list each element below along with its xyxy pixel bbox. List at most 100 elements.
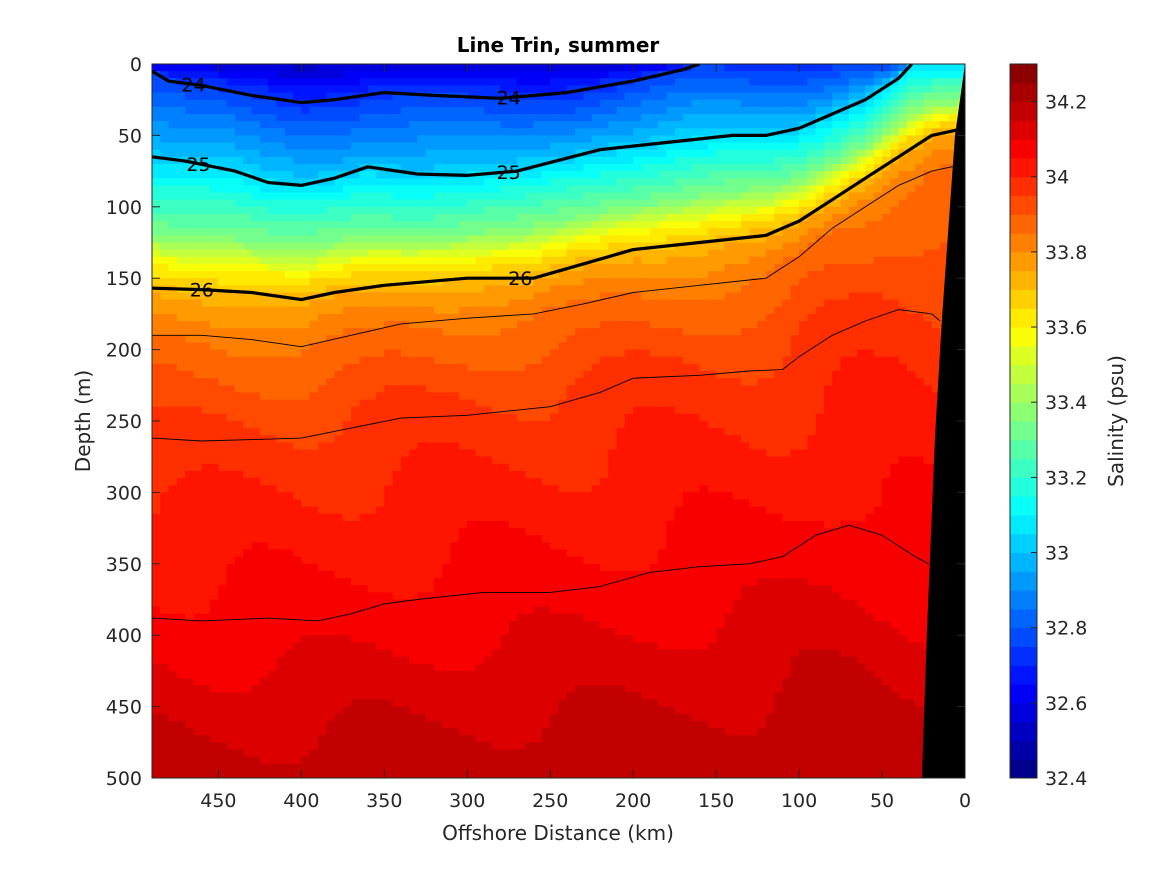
salinity-cell (409, 163, 419, 172)
salinity-cell (442, 313, 452, 322)
salinity-cell (317, 278, 327, 286)
salinity-cell (359, 663, 369, 672)
salinity-cell (334, 278, 344, 286)
salinity-cell (517, 149, 526, 158)
salinity-cell (351, 663, 360, 672)
salinity-cell (558, 463, 568, 472)
salinity-cell (284, 342, 294, 351)
salinity-cell (533, 563, 543, 572)
salinity-cell (301, 763, 311, 772)
salinity-cell (284, 620, 294, 629)
salinity-cell (251, 478, 261, 486)
salinity-cell (210, 549, 219, 558)
salinity-cell (384, 271, 394, 279)
salinity-cell (168, 249, 178, 258)
salinity-cell (243, 635, 253, 643)
salinity-cell (550, 520, 560, 529)
salinity-cell (243, 628, 253, 636)
salinity-cell (276, 135, 286, 144)
salinity-cell (276, 756, 286, 765)
salinity-cell (276, 171, 286, 179)
salinity-cell (409, 356, 419, 365)
salinity-cell (259, 699, 269, 708)
salinity-cell (450, 178, 460, 186)
salinity-cell (210, 556, 219, 565)
salinity-cell (268, 285, 278, 294)
salinity-cell (351, 192, 360, 201)
salinity-cell (259, 763, 269, 772)
salinity-cell (284, 642, 294, 651)
salinity-cell (367, 720, 377, 729)
salinity-cell (392, 235, 402, 244)
salinity-cell (442, 449, 452, 458)
salinity-cell (185, 178, 195, 186)
salinity-cell (500, 85, 510, 94)
salinity-cell (359, 399, 369, 408)
salinity-cell (417, 656, 427, 665)
salinity-cell (301, 371, 311, 379)
salinity-cell (458, 449, 468, 458)
salinity-cell (251, 249, 261, 258)
salinity-cell (558, 356, 568, 365)
salinity-cell (276, 156, 286, 165)
salinity-cell (384, 106, 394, 115)
salinity-cell (558, 728, 568, 736)
salinity-cell (442, 763, 452, 772)
salinity-cell (334, 163, 344, 172)
salinity-cell (251, 542, 261, 551)
salinity-cell (293, 406, 302, 415)
salinity-cell (251, 749, 261, 758)
salinity-cell (550, 463, 560, 472)
salinity-cell (342, 442, 352, 451)
salinity-cell (284, 670, 294, 679)
salinity-cell (351, 235, 360, 244)
salinity-cell (334, 492, 344, 501)
salinity-cell (276, 706, 286, 715)
salinity-cell (550, 720, 560, 729)
salinity-cell (284, 128, 294, 136)
salinity-cell (334, 428, 344, 436)
salinity-cell (176, 656, 186, 665)
salinity-cell (351, 342, 360, 351)
salinity-cell (442, 749, 452, 758)
salinity-cell (558, 613, 568, 622)
salinity-cell (375, 78, 385, 87)
salinity-cell (334, 463, 344, 472)
salinity-cell (375, 763, 385, 772)
salinity-cell (533, 399, 543, 408)
salinity-cell (517, 178, 526, 186)
salinity-cell (293, 642, 302, 651)
salinity-cell (425, 206, 435, 215)
salinity-cell (276, 349, 286, 358)
salinity-cell (550, 613, 560, 622)
salinity-cell (483, 328, 493, 336)
salinity-cell (334, 585, 344, 593)
salinity-cell (226, 692, 236, 701)
salinity-cell (450, 770, 460, 778)
salinity-cell (284, 256, 294, 265)
salinity-cell (458, 728, 468, 736)
salinity-cell (550, 206, 560, 215)
salinity-cell (442, 692, 452, 701)
salinity-cell (434, 649, 443, 658)
salinity-cell (359, 371, 369, 379)
salinity-cell (434, 635, 443, 643)
salinity-cell (475, 485, 485, 493)
salinity-cell (508, 185, 518, 194)
salinity-cell (558, 735, 568, 743)
salinity-cell (284, 371, 294, 379)
salinity-cell (359, 563, 369, 572)
salinity-cell (259, 349, 269, 358)
salinity-cell (450, 85, 460, 94)
salinity-cell (483, 299, 493, 308)
salinity-cell (409, 221, 419, 229)
salinity-cell (309, 106, 319, 115)
salinity-cell (309, 321, 319, 329)
salinity-cell (342, 349, 352, 358)
salinity-cell (492, 385, 502, 394)
salinity-cell (342, 592, 352, 601)
salinity-cell (351, 520, 360, 529)
salinity-cell (201, 456, 211, 465)
salinity-cell (185, 199, 195, 208)
salinity-cell (251, 392, 261, 401)
